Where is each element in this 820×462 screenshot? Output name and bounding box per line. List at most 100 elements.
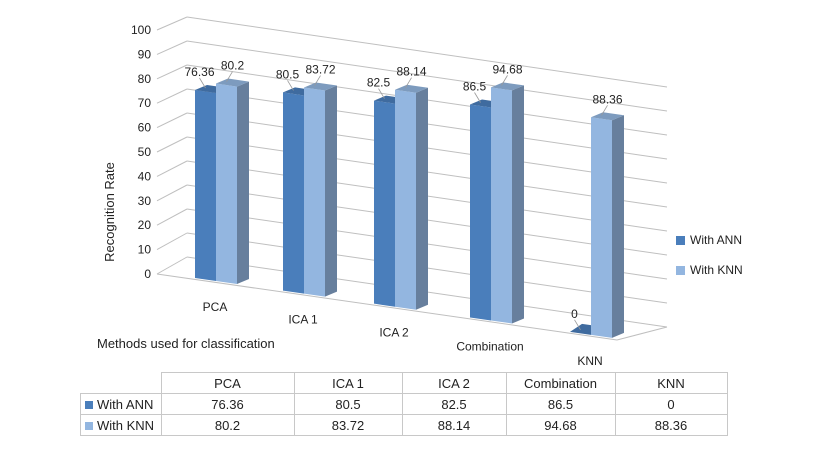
gridline-side (156, 184, 188, 202)
data-label-leader-1-3 (501, 75, 508, 86)
table-row: With ANN 76.36 80.5 82.5 86.5 0 (80, 393, 728, 415)
bar-1-1 (304, 87, 325, 297)
legend: With ANN With KNN (676, 232, 743, 292)
data-label-leader-0-1 (287, 80, 294, 91)
data-label-1-0: 80.2 (221, 59, 245, 73)
y-tick-label: 40 (138, 169, 152, 183)
data-label-leader-1-1 (314, 75, 321, 86)
data-label-leader-0-3 (474, 92, 481, 103)
table-cell: 94.68 (505, 414, 616, 436)
x-tick-label: ICA 2 (379, 326, 409, 340)
data-label-0-1: 80.5 (276, 67, 300, 81)
chart-bars: 76.36 80.2 80.5 83.72 82.5 88.14 86.5 94.68 0 88.… (184, 59, 624, 338)
gridline-side (156, 136, 188, 153)
gridline-side (156, 64, 188, 80)
table-row-key: With ANN (80, 393, 162, 415)
bar-top-1-4 (591, 112, 624, 121)
bar-side-1-3 (512, 85, 524, 324)
table-cell: 80.5 (293, 393, 403, 415)
bar-side-1-1 (325, 85, 337, 297)
y-tick-label: 20 (138, 218, 152, 232)
x-tick-labels: PCA ICA 1 ICA 2 Combination KNN (203, 300, 603, 368)
table-cell: 76.36 (160, 393, 295, 415)
bar-0-2 (374, 100, 395, 307)
data-label-leader-0-4 (574, 319, 581, 331)
table-cell: 0 (614, 393, 728, 415)
bar-1-3 (491, 87, 512, 324)
bar-top-1-1 (304, 82, 337, 91)
bar-0-3 (470, 104, 491, 321)
bar-1-4 (591, 117, 612, 338)
bar-side-1-4 (612, 115, 624, 338)
data-label-leader-0-2 (378, 88, 385, 99)
data-label-1-2: 88.14 (396, 65, 426, 79)
bar-1-2 (395, 89, 416, 310)
legend-item-knn: With KNN (676, 262, 743, 278)
bar-side-1-0 (237, 81, 249, 285)
table-header-cell: PCA (160, 372, 295, 394)
y-tick-label: 10 (138, 243, 152, 257)
table-cell: 80.2 (160, 414, 295, 436)
bar-top-1-3 (491, 82, 524, 91)
gridline (186, 16, 668, 88)
table-row-key: With KNN (80, 414, 162, 436)
gridline-side (156, 40, 188, 55)
table-row: With KNN 80.2 83.72 88.14 94.68 88.36 (80, 414, 728, 436)
table-corner (81, 373, 162, 394)
legend-swatch-knn (676, 265, 685, 275)
table-cell: 83.72 (293, 414, 403, 436)
data-label-1-1: 83.72 (305, 63, 335, 77)
x-tick-label: KNN (577, 354, 602, 368)
bar-top-1-0 (216, 78, 249, 87)
data-label-0-3: 86.5 (463, 79, 487, 93)
table-cell: 82.5 (401, 393, 507, 415)
y-tick-label: 30 (138, 194, 152, 208)
table-key-swatch-ann (85, 401, 93, 410)
x-axis-label: Methods used for classification (97, 336, 275, 351)
bar-side-1-2 (416, 87, 428, 310)
data-label-0-4: 0 (571, 307, 578, 321)
gridline-side (156, 208, 188, 226)
gridline-side (156, 160, 188, 177)
data-label-leader-1-4 (601, 105, 608, 116)
x-tick-label: PCA (203, 300, 228, 314)
gridline-side (156, 112, 188, 129)
y-tick-label: 70 (138, 96, 152, 110)
bar-1-0 (216, 83, 237, 285)
data-label-leader-0-0 (199, 77, 206, 89)
legend-item-ann: With ANN (676, 232, 743, 248)
gridline-side (156, 16, 188, 31)
data-label-leader-1-2 (405, 77, 412, 88)
table-header-cell: Combination (505, 372, 616, 394)
y-tick-labels: 0 10 20 30 40 50 60 70 80 90 100 (131, 23, 151, 281)
y-axis-label: Recognition Rate (102, 162, 117, 262)
table-header-cell: KNN (614, 372, 728, 394)
data-table: PCA ICA 1 ICA 2 Combination KNN With ANN… (80, 372, 728, 436)
legend-label-ann: With ANN (690, 233, 743, 247)
table-key-swatch-knn (85, 422, 93, 431)
data-label-1-3: 94.68 (492, 62, 522, 76)
table-header-row: PCA ICA 1 ICA 2 Combination KNN (81, 372, 728, 394)
gridline (186, 40, 668, 112)
legend-label-knn: With KNN (690, 263, 743, 277)
floor-edge (156, 273, 618, 341)
table-cell: 88.36 (614, 414, 728, 436)
y-tick-label: 100 (131, 23, 151, 37)
x-tick-label: Combination (456, 339, 523, 353)
y-tick-label: 80 (138, 72, 152, 86)
data-label-1-4: 88.36 (592, 92, 622, 106)
y-tick-label: 0 (144, 267, 151, 281)
gridline-side (156, 256, 188, 275)
data-label-0-0: 76.36 (184, 65, 214, 79)
table-row-label: With KNN (97, 417, 155, 433)
bar-0-0 (195, 90, 216, 282)
bar-top-1-2 (395, 84, 428, 93)
table-row-label: With ANN (97, 396, 154, 412)
x-tick-label: ICA 1 (288, 313, 318, 327)
chart-plot: 0 10 20 30 40 50 60 70 80 90 100 76.36 80.2 80.5 83.7… (97, 16, 668, 368)
table-header-cell: ICA 1 (293, 372, 403, 394)
gridline-side (156, 88, 188, 104)
table-cell: 88.14 (401, 414, 507, 436)
data-label-0-2: 82.5 (367, 76, 391, 90)
y-tick-label: 60 (138, 121, 152, 135)
